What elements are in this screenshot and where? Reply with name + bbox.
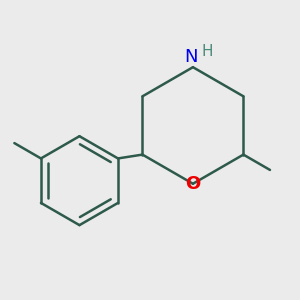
Text: O: O: [185, 175, 201, 193]
Text: H: H: [202, 44, 213, 59]
Text: N: N: [185, 48, 198, 66]
